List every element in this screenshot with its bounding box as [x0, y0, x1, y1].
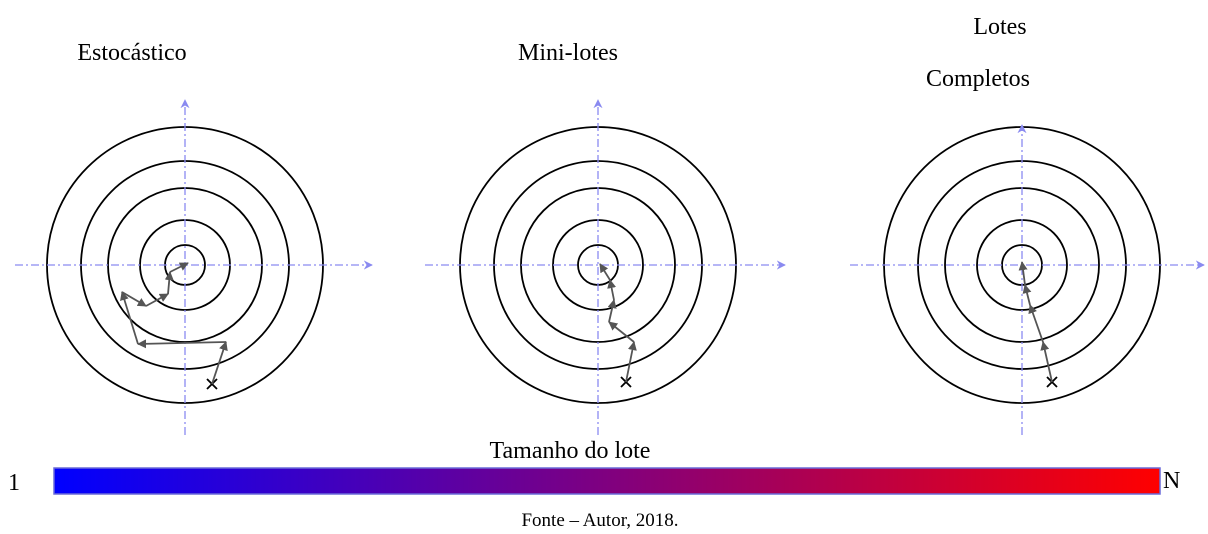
colorbar-min-label: 1 [8, 470, 20, 496]
colorbar-gradient [53, 467, 1161, 495]
panel-stochastic: Estocástico [15, 40, 373, 435]
colorbar: Tamanho do lote 1 N [8, 438, 1180, 496]
descent-path [599, 263, 637, 388]
colorbar-max-label: N [1163, 468, 1180, 494]
panel-title: Completos [926, 66, 1030, 92]
panel-title: Lotes [973, 14, 1026, 40]
panel-title: Mini-lotes [518, 40, 618, 66]
panel-title: Estocástico [77, 40, 186, 66]
panel-minibatch: Mini-lotes [425, 40, 786, 435]
descent-path [120, 262, 228, 390]
panel-full-batch: Lotes Completos [850, 14, 1205, 435]
colorbar-title: Tamanho do lote [490, 438, 651, 464]
caption: Fonte – Autor, 2018. [521, 510, 678, 531]
descent-path [1018, 261, 1058, 388]
